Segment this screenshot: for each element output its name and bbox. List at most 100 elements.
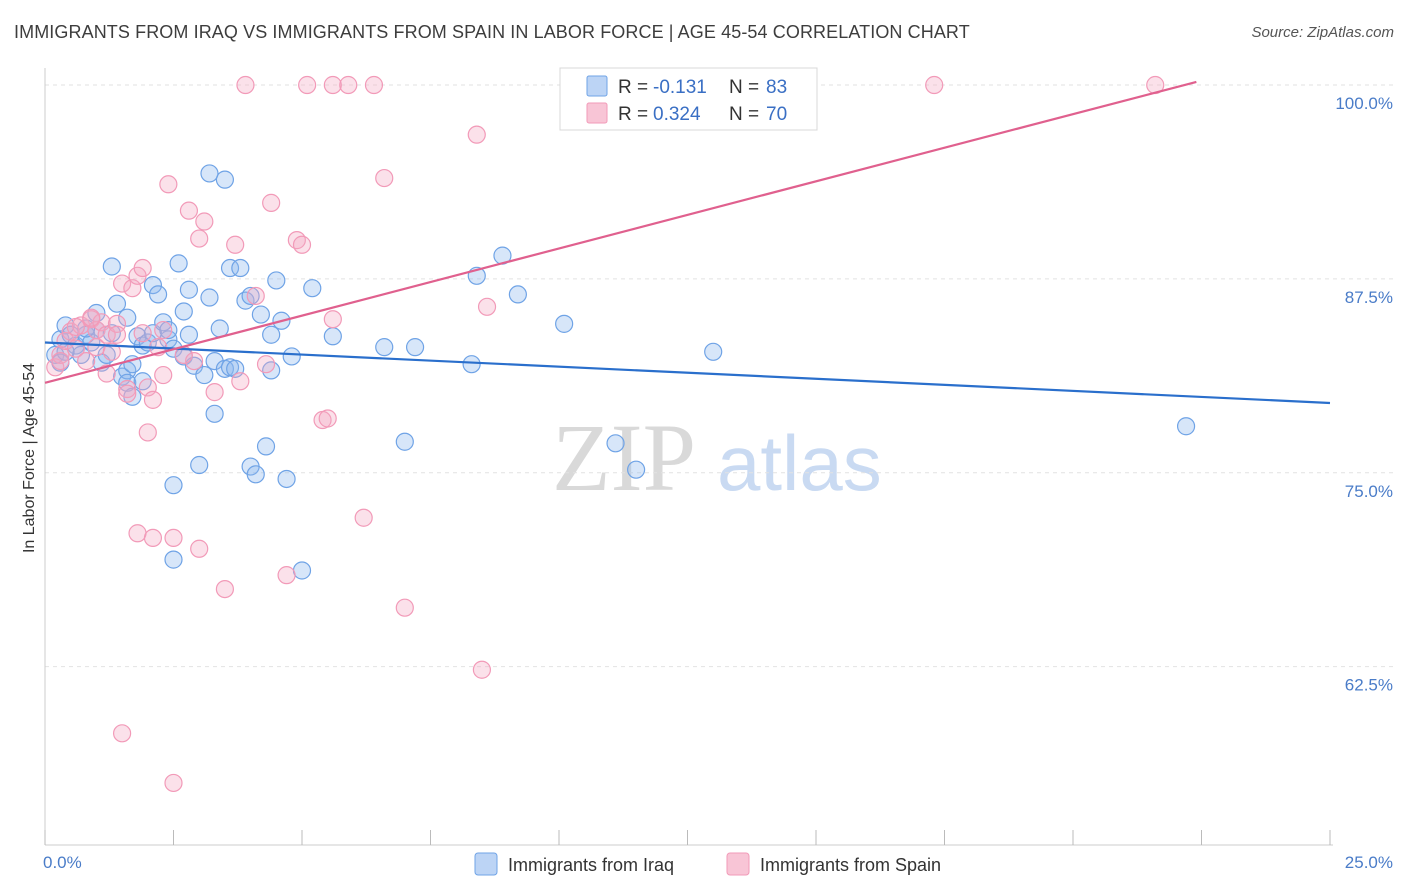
trend-lines	[44, 80, 1331, 405]
point-spain-34	[184, 351, 204, 371]
legend-r-label-spain: R =	[618, 104, 648, 125]
point-spain-52	[323, 310, 342, 329]
point-iraq-52	[231, 258, 250, 278]
point-iraq-14	[102, 257, 121, 276]
x-tick-min: 0.0%	[43, 853, 82, 872]
point-spain-56	[364, 75, 384, 95]
point-iraq-78	[1176, 417, 1196, 436]
y-axis-label: In Labor Force | Age 45-54	[21, 363, 38, 553]
point-iraq-69	[395, 432, 414, 451]
point-iraq-33	[164, 476, 183, 495]
point-iraq-77	[704, 342, 723, 361]
bottom-legend-swatch-iraq	[474, 852, 498, 876]
y-tick-labels: 100.0% 87.5% 75.0% 62.5%	[1335, 94, 1393, 695]
point-spain-41	[231, 372, 250, 391]
y-tick-label-1: 87.5%	[1345, 288, 1393, 307]
y-tick-label-2: 75.0%	[1345, 482, 1393, 501]
point-spain-55	[354, 508, 373, 527]
point-iraq-15	[107, 294, 127, 313]
point-iraq-41	[195, 365, 214, 385]
point-spain-66	[118, 384, 137, 403]
stats-legend: R = -0.131 N = 83 R = 0.324 N = 70	[559, 67, 818, 131]
point-spain-38	[205, 383, 224, 402]
trend-line-spain	[44, 80, 1197, 384]
legend-swatch-iraq	[586, 75, 608, 97]
x-ticks	[44, 830, 1331, 845]
point-iraq-64	[282, 347, 301, 366]
point-spain-65	[51, 351, 70, 371]
point-spain-45	[262, 193, 281, 212]
series-spain-points	[46, 75, 1165, 793]
point-spain-22	[133, 324, 152, 343]
point-iraq-44	[205, 404, 224, 423]
point-spain-59	[467, 125, 486, 144]
point-spain-13	[102, 342, 121, 361]
point-spain-48	[292, 235, 312, 254]
point-iraq-61	[267, 271, 286, 290]
series-iraq-points	[46, 164, 1196, 580]
bottom-legend-label-iraq: Immigrants from Iraq	[508, 855, 674, 875]
legend-n-value-iraq: 83	[766, 77, 787, 98]
point-iraq-70	[405, 338, 425, 357]
point-spain-60	[472, 660, 491, 679]
point-iraq-75	[606, 434, 625, 453]
y-tick-label-3: 62.5%	[1345, 676, 1393, 695]
point-iraq-68	[375, 338, 394, 357]
point-iraq-38	[179, 280, 199, 299]
point-spain-6	[77, 351, 96, 371]
point-spain-23	[138, 423, 157, 442]
point-iraq-54	[241, 286, 260, 306]
trend-line-iraq	[44, 341, 1331, 405]
point-iraq-73	[508, 285, 527, 304]
point-spain-39	[215, 579, 234, 599]
point-spain-68	[66, 317, 85, 337]
point-spain-35	[190, 229, 209, 248]
point-iraq-27	[148, 285, 168, 304]
legend-n-value-spain: 70	[766, 104, 787, 125]
point-iraq-79	[462, 355, 481, 374]
bottom-legend-swatch-spain	[726, 852, 750, 876]
point-iraq-74	[555, 314, 574, 333]
point-spain-53	[323, 75, 342, 95]
point-spain-26	[143, 390, 163, 409]
legend-n-label-iraq: N =	[729, 77, 759, 98]
point-iraq-43	[200, 164, 219, 183]
bottom-legend-label-spain: Immigrants from Spain	[760, 855, 941, 875]
watermark-zip: ZIP	[552, 404, 696, 511]
axes	[44, 68, 1333, 846]
point-spain-32	[164, 528, 183, 548]
point-iraq-26	[143, 275, 163, 295]
point-iraq-57	[251, 305, 270, 324]
point-spain-43	[246, 286, 265, 306]
point-spain-25	[143, 528, 163, 548]
point-iraq-37	[179, 325, 199, 344]
legend-swatch-spain	[586, 102, 608, 124]
point-iraq-30	[159, 320, 178, 340]
x-tick-max: 25.0%	[1345, 853, 1393, 872]
point-iraq-56	[246, 465, 265, 484]
point-iraq-76	[626, 460, 646, 479]
point-iraq-59	[262, 325, 281, 344]
point-iraq-67	[323, 327, 342, 346]
source-label: Source: ZipAtlas.com	[1251, 24, 1394, 41]
legend-r-label-iraq: R =	[618, 77, 648, 98]
point-spain-31	[164, 773, 183, 793]
watermark-atlas: atlas	[717, 419, 882, 507]
y-tick-label-0: 100.0%	[1335, 94, 1393, 113]
point-iraq-63	[277, 469, 296, 489]
legend-r-value-iraq: -0.131	[653, 77, 707, 98]
point-spain-63	[925, 75, 944, 95]
point-spain-19	[128, 524, 147, 543]
point-iraq-19	[118, 308, 137, 327]
point-spain-44	[256, 355, 276, 374]
point-spain-54	[339, 75, 358, 95]
point-iraq-40	[190, 455, 209, 475]
point-spain-29	[154, 365, 173, 385]
point-iraq-18	[118, 373, 137, 392]
point-spain-49	[298, 75, 317, 95]
point-spain-42	[236, 75, 255, 95]
point-iraq-22	[128, 327, 147, 346]
point-iraq-34	[169, 254, 188, 273]
point-iraq-58	[256, 437, 276, 456]
